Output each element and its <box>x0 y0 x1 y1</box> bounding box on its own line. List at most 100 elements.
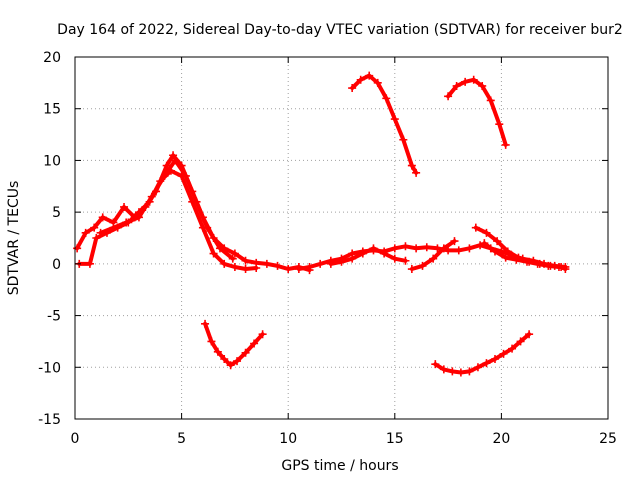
series-arc-9 <box>348 71 421 177</box>
plot-frame <box>74 56 609 420</box>
data-point <box>226 361 235 370</box>
data-point <box>482 228 491 237</box>
data-point <box>109 223 118 232</box>
data-point <box>365 71 374 80</box>
x-tick-label: 25 <box>599 431 617 447</box>
data-point <box>326 259 335 268</box>
data-point <box>220 355 229 364</box>
data-point <box>73 244 82 253</box>
data-point <box>382 94 391 103</box>
data-point <box>448 367 457 376</box>
data-point <box>412 244 421 253</box>
data-point <box>215 244 224 253</box>
data-point <box>337 257 346 266</box>
data-point <box>516 337 525 346</box>
data-point <box>412 168 421 177</box>
data-point <box>465 367 474 376</box>
series-arc-10 <box>444 75 510 149</box>
data-point <box>380 249 389 258</box>
x-tick-label: 5 <box>177 431 186 447</box>
y-tick-label: 5 <box>52 205 61 221</box>
series-arc-12 <box>431 330 534 377</box>
data-point <box>456 368 465 377</box>
data-point <box>390 254 399 263</box>
data-point <box>122 218 131 227</box>
data-point <box>207 337 216 346</box>
data-point <box>501 253 510 262</box>
data-point <box>390 244 399 253</box>
data-point <box>258 330 267 339</box>
data-point <box>262 259 271 268</box>
data-point <box>120 202 129 211</box>
data-point <box>407 265 416 274</box>
data-point <box>241 348 250 357</box>
data-point <box>452 81 461 90</box>
data-point <box>241 256 250 265</box>
x-tick-label: 20 <box>492 431 510 447</box>
data-point <box>85 259 94 268</box>
y-tick-label: -5 <box>47 309 61 325</box>
data-point <box>454 246 463 255</box>
data-point <box>92 234 101 242</box>
data-point <box>525 330 534 339</box>
data-point <box>401 242 410 251</box>
y-tick-label: -10 <box>38 360 61 376</box>
data-point <box>250 339 259 348</box>
y-tick-label: 20 <box>43 50 61 66</box>
data-point <box>465 244 474 253</box>
y-tick-label: -15 <box>38 412 61 428</box>
data-point <box>316 259 325 268</box>
x-axis-ticks: 0 5 10 15 20 25 <box>71 57 617 447</box>
series-arc-5 <box>326 244 410 268</box>
data-point <box>501 140 510 149</box>
data-point <box>491 355 500 364</box>
x-tick-label: 15 <box>386 431 404 447</box>
y-tick-label: 0 <box>52 257 61 273</box>
data-point <box>544 261 553 270</box>
data-point <box>81 228 90 237</box>
data-point <box>230 249 239 258</box>
y-tick-label: 10 <box>43 153 61 169</box>
data-point <box>96 228 105 237</box>
data-point <box>348 84 357 93</box>
data-point <box>431 360 440 369</box>
data-point <box>418 261 427 270</box>
data-point <box>213 347 222 356</box>
data-point <box>252 263 261 272</box>
data-point <box>203 223 212 232</box>
data-point <box>369 244 378 253</box>
data-point <box>429 254 438 263</box>
data-point <box>508 344 517 353</box>
data-point <box>356 75 365 84</box>
data-point <box>358 249 367 258</box>
data-point <box>134 213 143 222</box>
data-point <box>181 171 190 180</box>
data-point <box>98 213 107 222</box>
x-axis-label: GPS time / hours <box>281 458 398 474</box>
data-point <box>469 75 478 84</box>
data-point <box>444 92 453 101</box>
data-point <box>228 254 237 263</box>
data-point <box>305 262 314 271</box>
data-point <box>399 135 408 144</box>
data-point <box>554 262 563 271</box>
data-point <box>422 243 431 252</box>
data-point <box>561 265 570 274</box>
data-point <box>473 363 482 372</box>
data-point <box>401 256 410 265</box>
data-point <box>241 265 250 274</box>
data-point <box>450 237 459 246</box>
data-point <box>407 161 416 170</box>
data-point <box>439 365 448 374</box>
series-arc-11 <box>201 319 267 370</box>
data-point <box>512 255 521 264</box>
data-point <box>171 156 180 165</box>
data-point <box>499 349 508 358</box>
data-point <box>273 261 282 270</box>
data-point <box>390 115 399 124</box>
data-point <box>533 259 542 268</box>
series-arc-6 <box>407 237 459 274</box>
chart-title: Day 164 of 2022, Sidereal Day-to-day VTE… <box>57 22 623 38</box>
